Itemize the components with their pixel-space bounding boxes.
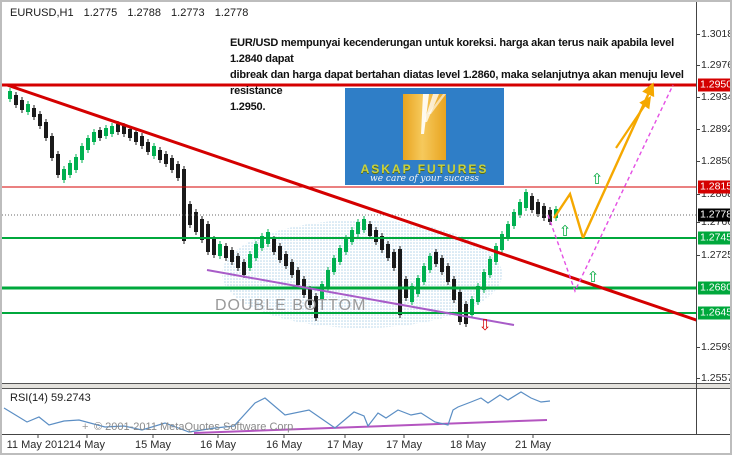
price-tick-mark — [696, 378, 700, 379]
price-tick-label: 1.3018 — [701, 28, 732, 40]
rsi-chart-svg — [3, 391, 551, 434]
time-tick-mark — [532, 435, 534, 438]
time-tick-mark — [283, 435, 285, 438]
double-bottom-label: DOUBLE BOTTOM — [215, 297, 367, 314]
down-arrow-icon: ⇩ — [478, 316, 492, 334]
price-level-badge: 1.2815 — [698, 180, 730, 194]
up-arrow-icon: ⇧ — [590, 170, 604, 188]
time-tick-mark — [86, 435, 88, 438]
askap-futures-logo: ASKAP FUTURES we care of your success — [345, 88, 504, 185]
time-tick-mark — [152, 435, 154, 438]
price-tick-mark — [696, 347, 700, 348]
metaquotes-copyright: © 2001-2011 MetaQuotes Software Corp. — [94, 421, 297, 433]
time-tick-mark — [467, 435, 469, 438]
logo-candle-icon — [403, 94, 446, 160]
price-tick-label: 1.2557 — [701, 372, 732, 384]
candles — [8, 88, 558, 327]
rsi-indicator-pane[interactable] — [2, 389, 696, 434]
time-tick-label: 15 May — [134, 439, 172, 451]
price-tick-mark — [696, 97, 700, 98]
time-tick-label: 14 May — [68, 439, 106, 451]
main-chart-svg — [2, 82, 696, 328]
time-tick-label: 21 May — [514, 439, 552, 451]
up-arrow-icon: ⇧ — [558, 222, 572, 240]
analysis-annotation: EUR/USD mempunyai kecenderungan untuk ko… — [230, 37, 684, 113]
projection-arrows — [547, 82, 674, 293]
crosshair-cursor-icon: + — [82, 421, 89, 433]
time-tick-label: 16 May — [199, 439, 237, 451]
price-tick-label: 1.2725 — [701, 249, 732, 261]
logo-tagline-text: we care of your success — [370, 174, 479, 184]
time-tick-mark — [217, 435, 219, 438]
pane-splitter[interactable] — [2, 384, 730, 388]
price-tick-mark — [696, 255, 700, 256]
rsi-indicator-readout: RSI(14) 59.2743 — [10, 392, 91, 404]
price-tick-label: 1.2934 — [701, 91, 732, 103]
price-level-badge: 1.2950 — [698, 78, 730, 92]
time-tick-label: 16 May — [265, 439, 303, 451]
price-tick-mark — [696, 222, 700, 223]
horizontal-levels — [2, 83, 696, 314]
price-tick-label: 1.2892 — [701, 123, 732, 135]
price-level-badge: 1.2745 — [698, 231, 730, 245]
time-tick-mark — [344, 435, 346, 438]
price-axis-separator — [696, 2, 697, 435]
price-level-badge: 1.2680 — [698, 281, 730, 295]
price-tick-label: 1.2850 — [701, 155, 732, 167]
price-tick-mark — [696, 129, 700, 130]
up-arrow-icon: ⇧ — [586, 268, 600, 286]
time-axis-separator — [2, 434, 730, 435]
time-tick-label: 17 May — [326, 439, 364, 451]
main-chart-pane[interactable] — [2, 2, 696, 384]
price-tick-mark — [696, 194, 700, 195]
time-tick-mark — [403, 435, 405, 438]
time-tick-label: 17 May — [385, 439, 423, 451]
main-pane-bottom-border — [2, 383, 730, 384]
rsi-pane-top-border — [2, 388, 730, 389]
price-tick-mark — [696, 161, 700, 162]
time-tick-label: 18 May — [449, 439, 487, 451]
symbol-ohlc-readout: EURUSD,H1 1.2775 1.2788 1.2773 1.2778 — [10, 7, 249, 19]
price-level-badge: 1.2645 — [698, 306, 730, 320]
double-bottom-highlight — [222, 220, 502, 328]
price-tick-mark — [696, 34, 700, 35]
time-tick-mark — [37, 435, 39, 438]
price-tick-label: 1.2976 — [701, 59, 732, 71]
price-tick-label: 1.2599 — [701, 341, 732, 353]
time-tick-label: 11 May 2012 — [6, 439, 70, 451]
price-level-badge: 1.2778 — [698, 208, 730, 222]
logo-brand-text: ASKAP FUTURES — [360, 162, 489, 176]
trendlines — [6, 83, 696, 326]
price-tick-mark — [696, 65, 700, 66]
